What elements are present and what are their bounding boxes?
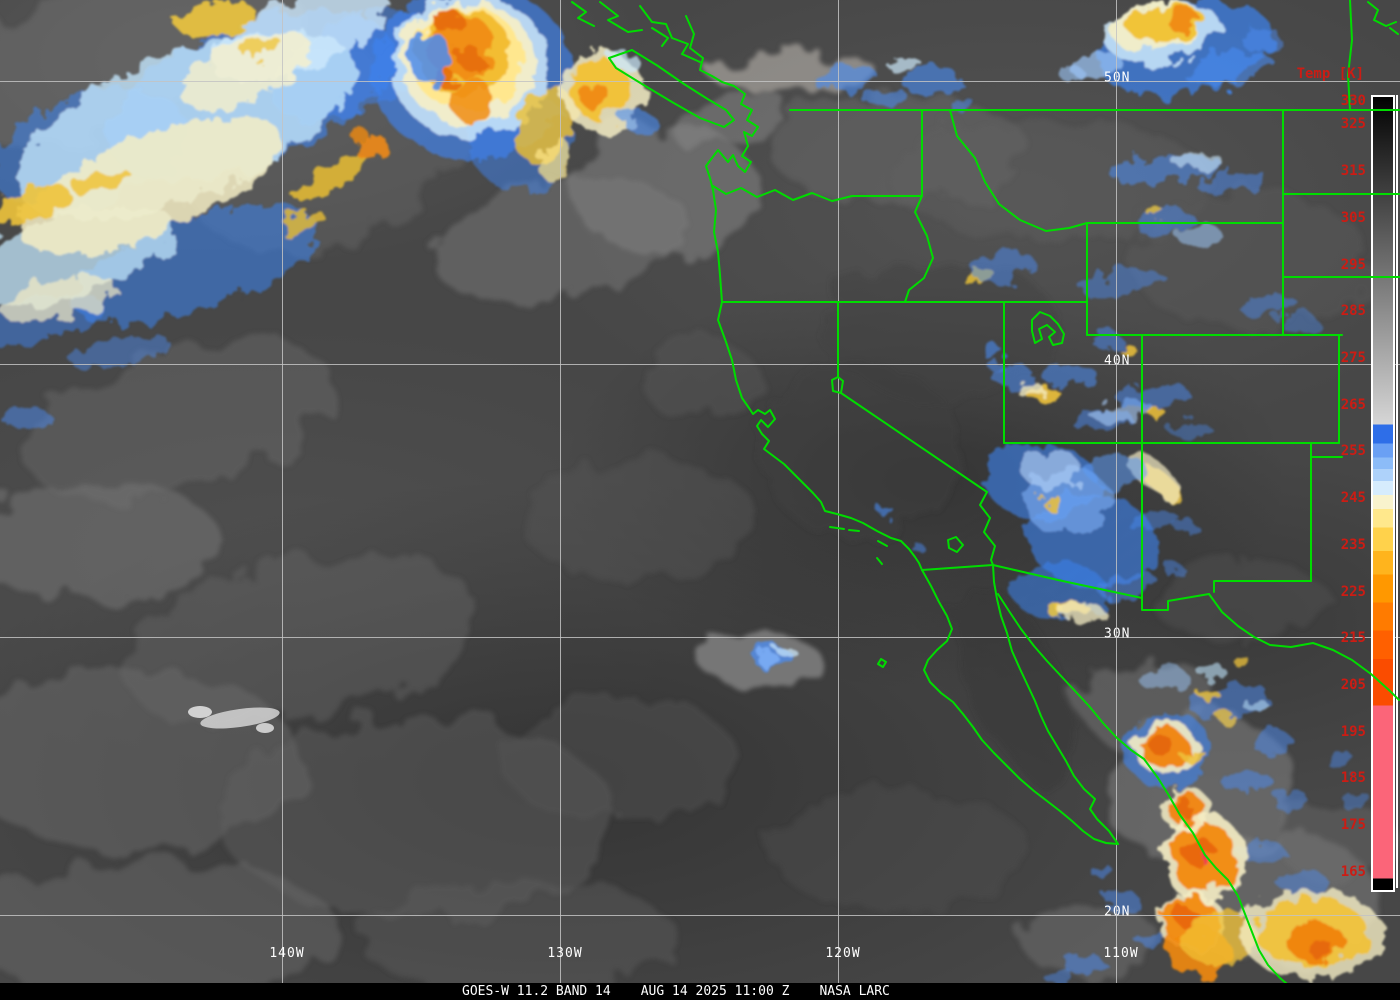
colorbar <box>1371 95 1395 892</box>
ca-nv-border <box>831 301 988 493</box>
ship-track-clouds <box>188 706 280 733</box>
bc-coast <box>685 15 759 191</box>
colorado-river <box>979 491 996 566</box>
great-salt-lake <box>1031 311 1065 346</box>
id-mt-border <box>949 109 1088 232</box>
longitude-gridline <box>838 0 839 983</box>
latitude-gridline <box>0 915 1400 916</box>
colorbar-gradient <box>1373 97 1393 890</box>
nm-tx-border <box>1213 580 1312 593</box>
longitude-label: 120W <box>825 946 861 961</box>
bc-fjords <box>571 1 701 63</box>
guadalupe-island <box>877 658 887 668</box>
wa-or-border <box>712 185 923 202</box>
latitude-gridline <box>0 364 1400 365</box>
ok-panhandle-border <box>1310 442 1343 458</box>
colorbar-title: Temp [K] <box>1296 66 1364 82</box>
mexico-mainland-coast <box>997 593 1305 999</box>
baja-east-coast <box>992 564 1119 845</box>
rio-grande <box>1208 593 1400 701</box>
caption-datetime: AUG 14 2025 11:00 Z <box>640 984 790 999</box>
longitude-label: 110W <box>1103 946 1139 961</box>
baja-west-coast <box>921 569 1119 845</box>
salton-sea <box>947 536 964 553</box>
cold-cloud-tops <box>0 0 1384 984</box>
manitoba-border <box>1347 0 1353 111</box>
or-coast <box>712 189 723 303</box>
channel-islands <box>829 526 888 565</box>
longitude-gridline <box>282 0 283 983</box>
colorbar-edge-line <box>1396 95 1398 888</box>
longitude-label: 130W <box>547 946 583 961</box>
canadian-lakes <box>1367 1 1399 35</box>
ca-coast <box>717 301 923 571</box>
vancouver-island <box>608 49 735 128</box>
longitude-gridline <box>1116 0 1117 983</box>
caption-bar: GOES-W 11.2 BAND 14 AUG 14 2025 11:00 Z … <box>0 983 1400 1000</box>
us-mexico-border <box>921 564 1210 611</box>
longitude-label: 140W <box>269 946 305 961</box>
caption-credit: NASA LARC <box>819 984 890 999</box>
or-id-border <box>904 195 934 303</box>
latitude-gridline <box>0 81 1400 82</box>
latitude-gridline <box>0 637 1400 638</box>
caption-product: GOES-W 11.2 BAND 14 <box>462 984 611 999</box>
longitude-gridline <box>560 0 561 983</box>
